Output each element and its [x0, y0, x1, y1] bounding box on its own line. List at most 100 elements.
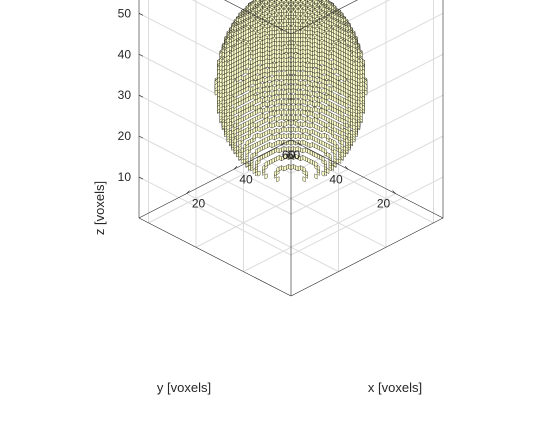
voxel-face-x — [324, 133, 326, 138]
axes-box-edge — [139, 140, 291, 218]
voxel-face-y — [260, 103, 262, 108]
voxel-face-x — [305, 141, 307, 146]
voxel-face-y — [248, 139, 250, 144]
y-grid-line — [244, 194, 396, 272]
voxel-face-x — [267, 96, 269, 101]
voxel-face-x — [303, 155, 305, 160]
voxel-face-x — [301, 104, 303, 109]
voxel-face-y — [298, 115, 300, 120]
voxel-face-x — [322, 147, 324, 152]
voxel-face-y — [251, 144, 253, 149]
voxel-face-x — [272, 86, 274, 91]
voxel-face-y — [253, 111, 255, 116]
voxel-face-x — [274, 80, 276, 85]
voxel-face-y — [305, 116, 307, 121]
voxel-face-y — [286, 127, 288, 132]
voxel-face-y — [289, 104, 291, 109]
voxel-face-x — [284, 84, 286, 89]
voxel-face-y — [296, 84, 298, 89]
voxel-face-y — [258, 171, 260, 176]
voxel-face-x — [286, 104, 288, 109]
voxel-face-y — [296, 127, 298, 132]
voxel-face-y — [308, 100, 310, 105]
voxel-face-y — [260, 133, 262, 138]
voxel-face-x — [331, 113, 333, 118]
x-tick-label: 40 — [239, 172, 253, 186]
voxel-face-x — [293, 133, 295, 138]
voxel-face-x — [284, 133, 286, 138]
voxel-face-y — [327, 95, 329, 100]
voxel-face-y — [274, 122, 276, 127]
voxel-face-x — [329, 144, 331, 149]
voxel-face-x — [315, 137, 317, 142]
voxel-face-y — [320, 97, 322, 102]
voxel-face-y — [274, 157, 276, 162]
voxel-face-x — [272, 135, 274, 140]
voxel-face-x — [258, 88, 260, 93]
voxel-face-x — [282, 115, 284, 120]
voxel-face-x — [303, 177, 305, 182]
voxel-face-y — [265, 131, 267, 136]
voxel-face-y — [291, 99, 293, 104]
voxel-face-y — [305, 95, 307, 100]
voxel-face-x — [305, 135, 307, 140]
voxel-face-x — [315, 174, 317, 179]
voxel-face-y — [279, 122, 281, 127]
voxel-face-x — [343, 108, 345, 113]
voxel-face-x — [253, 122, 255, 127]
voxel-face-y — [310, 123, 312, 128]
y-tick-label: 20 — [377, 197, 391, 211]
voxel-face-y — [260, 140, 262, 145]
voxel-face-y — [277, 140, 279, 145]
voxel-face-x — [267, 107, 269, 112]
voxel-face-x — [301, 166, 303, 171]
voxel-face-x — [322, 141, 324, 146]
voxel-face-y — [301, 155, 303, 160]
voxel-face-y — [272, 123, 274, 128]
voxel-face-x — [291, 104, 293, 109]
voxel-face-x — [289, 120, 291, 125]
voxel-face-x — [258, 133, 260, 138]
y-tick-label: 60 — [282, 148, 296, 162]
voxel-face-x — [301, 128, 303, 133]
voxel-face-y — [260, 126, 262, 131]
voxel-face-y — [263, 145, 265, 150]
z-grid-line — [291, 136, 443, 214]
voxel-face-x — [334, 134, 336, 139]
voxel-face-x — [305, 122, 307, 127]
voxel-face-x — [312, 136, 314, 141]
voxel-face-x — [279, 110, 281, 115]
x-grid-line — [234, 169, 386, 247]
voxel-face-x — [317, 145, 319, 150]
voxel-face-y — [291, 120, 293, 125]
voxel-face-x — [253, 95, 255, 100]
voxel-face-x — [298, 133, 300, 138]
voxel-face-y — [263, 138, 265, 143]
voxel-face-y — [263, 108, 265, 113]
voxel-face-x — [253, 80, 255, 85]
voxel-face-y — [274, 100, 276, 105]
z-tick-label: 10 — [118, 170, 132, 184]
voxel-face-x — [270, 129, 272, 134]
voxel-face-y — [303, 122, 305, 127]
voxel-face-y — [301, 140, 303, 145]
voxel-face-x — [308, 123, 310, 128]
voxel-face-x — [260, 83, 262, 88]
voxel-face-y — [270, 135, 272, 140]
voxel-face-y — [251, 112, 253, 117]
voxel-face-x — [315, 124, 317, 129]
voxel-face-x — [329, 129, 331, 134]
voxel-face-y — [253, 143, 255, 148]
voxel-face-x — [322, 171, 324, 176]
voxel-face-x — [298, 110, 300, 115]
voxel-face-y — [310, 91, 312, 96]
voxel-face-y — [274, 141, 276, 146]
voxel-face-y — [293, 104, 295, 109]
y-grid-line — [196, 169, 348, 247]
voxel-face-y — [322, 133, 324, 138]
axes-box-edge — [291, 140, 443, 218]
voxel-face-y — [286, 164, 288, 169]
voxel-face-x — [308, 142, 310, 147]
